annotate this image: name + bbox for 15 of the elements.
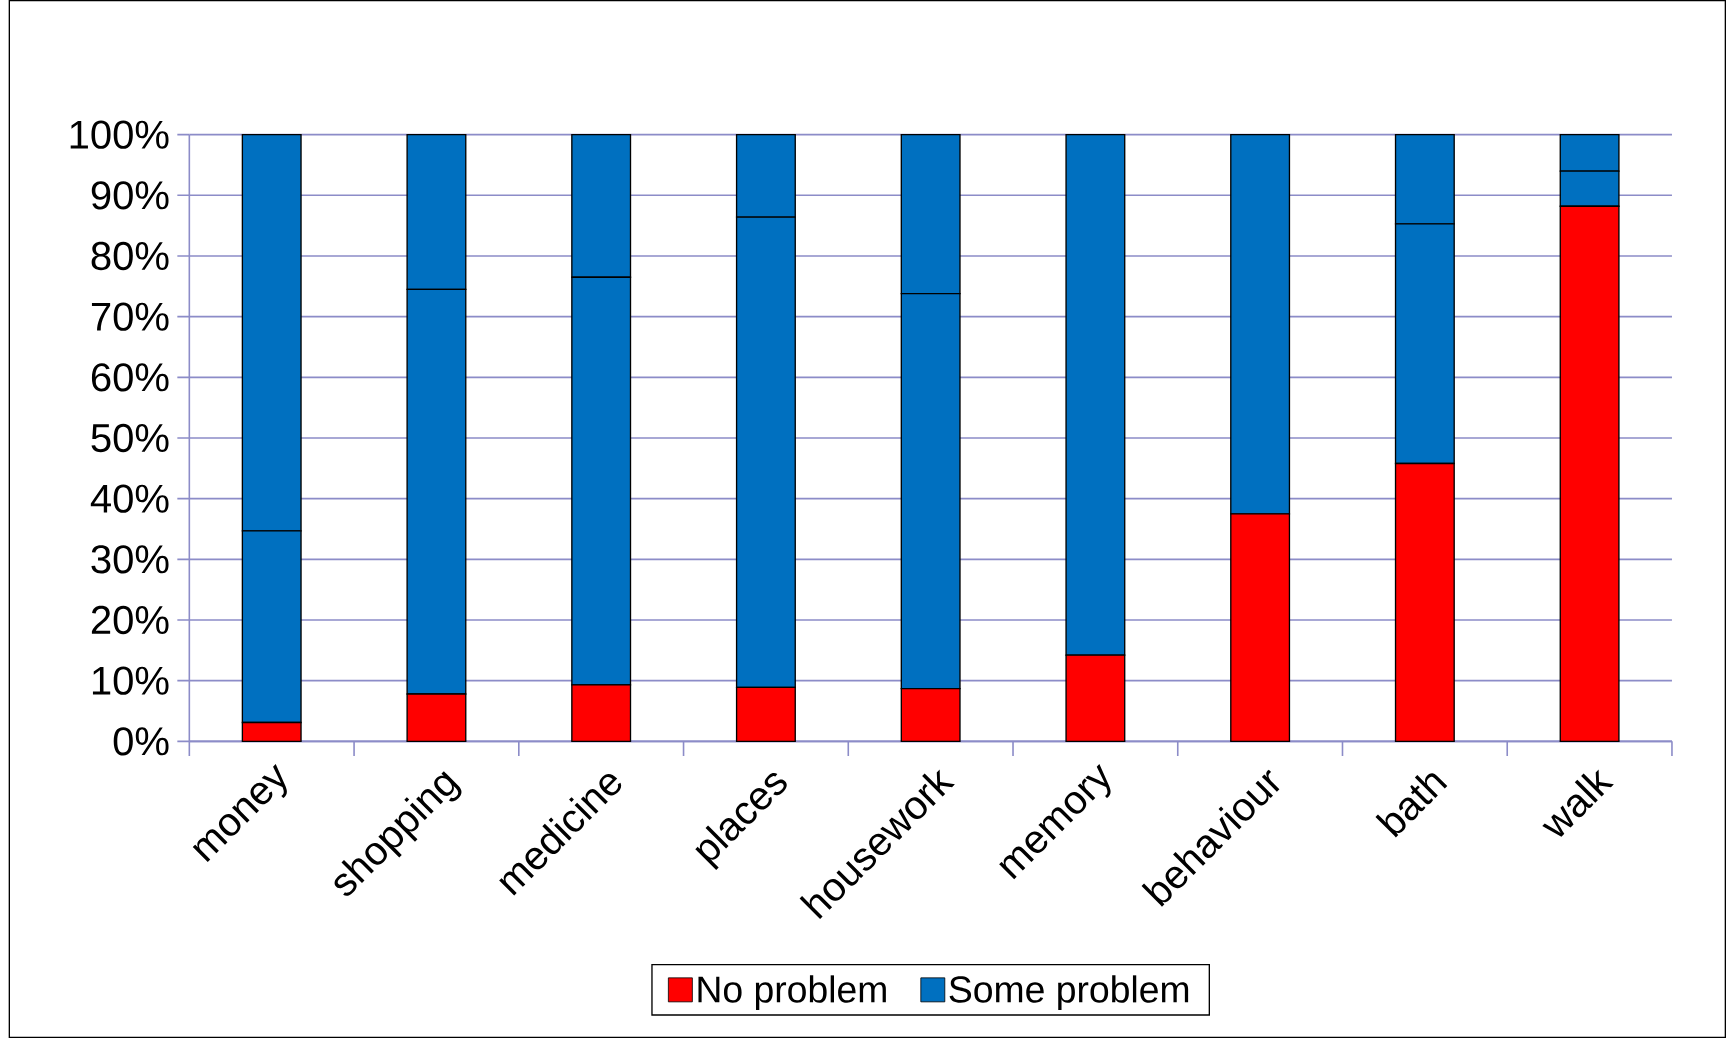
y-tick-label: 80%: [91, 241, 169, 271]
legend-label: Some problem: [949, 975, 1189, 1011]
x-tick-label: walk: [1542, 769, 1614, 837]
y-tick-label: 70%: [91, 302, 169, 331]
y-tick-label: 10%: [92, 666, 169, 695]
y-tick-label: 90%: [91, 181, 169, 210]
y-tick-label: 50%: [91, 423, 169, 453]
legend-label: No problem: [698, 975, 886, 1011]
y-tick-label: 30%: [91, 545, 169, 574]
y-tick-label: 20%: [91, 605, 169, 635]
x-tick-label: bath: [1375, 773, 1448, 838]
y-tick-label: 100%: [70, 120, 169, 149]
y-tick-label: 60%: [91, 363, 169, 392]
y-tick-label: 0%: [113, 727, 169, 756]
y-tick-label: 40%: [90, 484, 169, 513]
